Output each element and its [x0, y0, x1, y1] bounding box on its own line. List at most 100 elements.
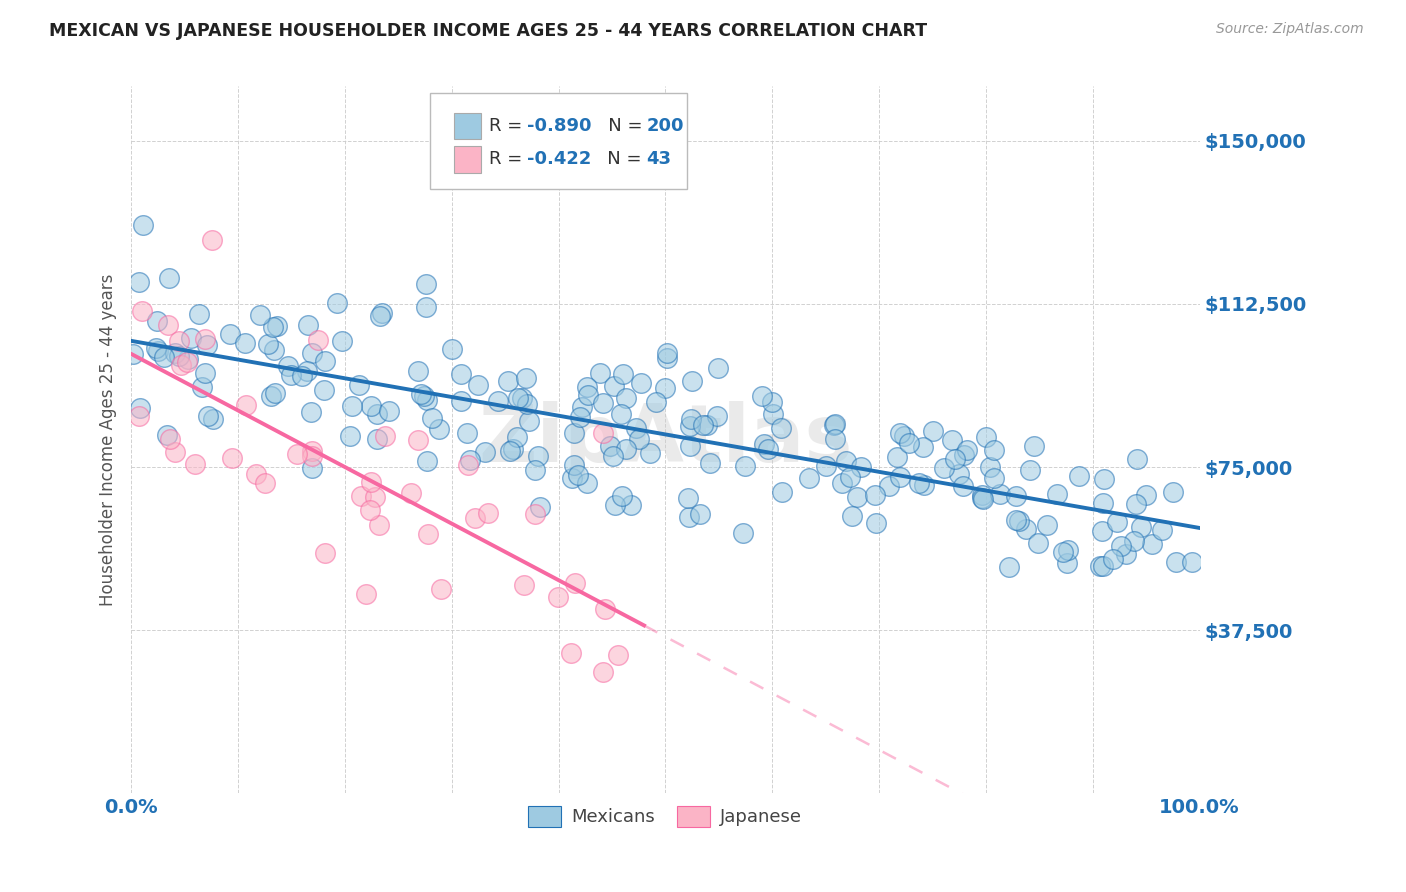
Point	[527, 450, 550, 464]
Point	[167, 334, 190, 349]
Point	[183, 457, 205, 471]
Point	[263, 343, 285, 357]
Text: R =: R =	[489, 117, 529, 135]
Point	[610, 407, 633, 421]
Point	[603, 498, 626, 512]
Point	[912, 478, 935, 492]
Point	[1091, 524, 1114, 538]
Point	[849, 460, 872, 475]
Point	[1101, 552, 1123, 566]
Point	[988, 487, 1011, 501]
Point	[190, 380, 212, 394]
Point	[197, 337, 219, 351]
Y-axis label: Householder Income Ages 25 - 44 years: Householder Income Ages 25 - 44 years	[100, 274, 117, 606]
Point	[510, 391, 533, 405]
Point	[734, 458, 756, 473]
Point	[576, 475, 599, 490]
Point	[628, 433, 651, 447]
Point	[731, 525, 754, 540]
Point	[441, 342, 464, 356]
Point	[152, 350, 174, 364]
Point	[415, 392, 437, 407]
Point	[1056, 543, 1078, 558]
Point	[624, 421, 647, 435]
Point	[159, 432, 181, 446]
Point	[280, 368, 302, 382]
Point	[180, 331, 202, 345]
Point	[253, 476, 276, 491]
Point	[692, 417, 714, 432]
Point	[1056, 556, 1078, 570]
Point	[1091, 496, 1114, 510]
Point	[363, 491, 385, 505]
Point	[614, 442, 637, 456]
Point	[366, 432, 388, 446]
Point	[681, 412, 703, 426]
Point	[262, 320, 284, 334]
Point	[1105, 515, 1128, 529]
Text: N =: N =	[591, 117, 648, 135]
Point	[983, 471, 1005, 485]
Point	[505, 430, 527, 444]
Point	[467, 378, 489, 392]
Point	[838, 470, 860, 484]
Point	[1045, 487, 1067, 501]
Point	[177, 351, 200, 366]
Point	[706, 409, 728, 423]
Point	[576, 388, 599, 402]
Point	[197, 409, 219, 424]
Point	[266, 319, 288, 334]
Point	[201, 233, 224, 247]
Point	[679, 419, 702, 434]
Point	[427, 421, 450, 435]
Point	[312, 383, 335, 397]
Point	[301, 346, 323, 360]
Point	[121, 347, 143, 361]
Point	[953, 449, 976, 463]
Point	[1135, 488, 1157, 502]
Point	[128, 409, 150, 423]
Point	[339, 429, 361, 443]
Point	[330, 334, 353, 349]
Point	[349, 489, 371, 503]
Point	[411, 387, 433, 401]
Point	[340, 399, 363, 413]
Point	[146, 343, 169, 358]
Point	[513, 578, 536, 592]
Point	[638, 446, 661, 460]
Point	[889, 469, 911, 483]
Point	[575, 380, 598, 394]
Point	[654, 381, 676, 395]
Point	[401, 486, 423, 500]
Point	[1092, 472, 1115, 486]
Point	[588, 366, 610, 380]
Point	[1115, 547, 1137, 561]
Text: 43: 43	[647, 150, 672, 169]
Point	[1026, 535, 1049, 549]
Point	[761, 394, 783, 409]
Point	[301, 444, 323, 458]
Point	[128, 275, 150, 289]
Point	[285, 447, 308, 461]
Point	[599, 439, 621, 453]
Point	[1052, 545, 1074, 559]
Point	[415, 300, 437, 314]
Point	[1035, 518, 1057, 533]
Point	[835, 454, 858, 468]
Point	[450, 393, 472, 408]
Point	[877, 479, 900, 493]
Point	[1152, 524, 1174, 538]
Point	[457, 458, 479, 472]
Point	[676, 491, 699, 505]
Point	[1007, 515, 1029, 529]
Point	[163, 445, 186, 459]
Point	[754, 437, 776, 451]
Legend: Mexicans, Japanese: Mexicans, Japanese	[522, 798, 810, 834]
Point	[523, 507, 546, 521]
Point	[952, 478, 974, 492]
Point	[291, 369, 314, 384]
Point	[824, 417, 846, 431]
Point	[413, 389, 436, 403]
Point	[347, 377, 370, 392]
Point	[655, 351, 678, 365]
